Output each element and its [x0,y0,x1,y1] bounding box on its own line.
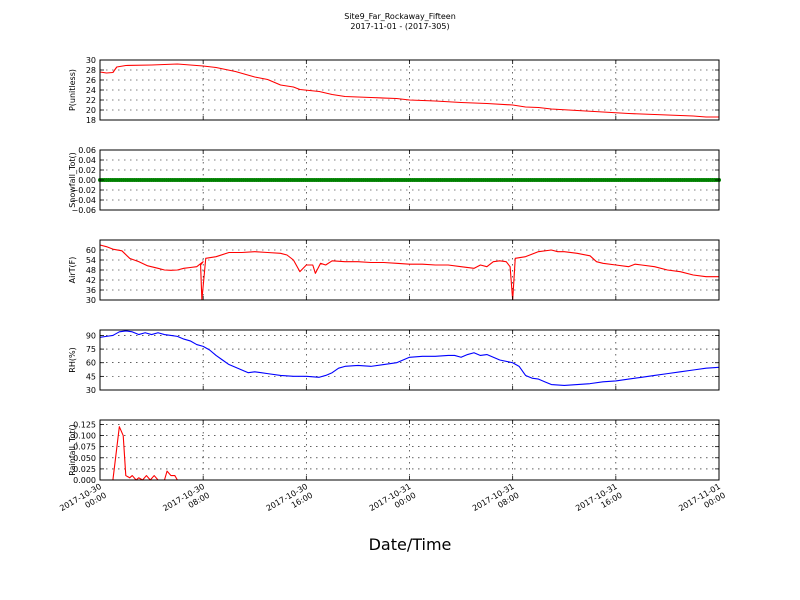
panel-1-ytick-label-5: 28 [86,66,96,75]
panel-4-ytick-label-2: 60 [86,359,96,368]
panel-4-ytick-label-1: 45 [86,372,96,381]
panel-2-ytick-label-5: 0.04 [78,156,96,165]
panel-3-ytick-label-3: 48 [86,266,96,275]
panel-2: −0.06−0.04−0.020.000.020.040.06Snowfall_… [68,146,721,215]
panel-2-ytick-label-4: 0.02 [78,166,96,175]
panel-2-ytick-label-6: 0.06 [78,146,96,155]
panel-3-ytick-label-4: 54 [86,256,96,265]
panel-3-series-line [99,244,719,301]
panel-2-ytick-label-0: −0.06 [71,206,96,215]
panel-3-ytick-label-1: 36 [86,286,96,295]
panel-5-ytick-label-2: 0.050 [73,454,96,463]
panel-2-ylabel: Snowfall_Tot() [68,152,77,208]
panel-1-ytick-label-0: 18 [86,116,96,125]
panel-2-ytick-label-3: 0.00 [78,176,96,185]
panel-4-series-line [99,330,720,386]
panel-1-ytick-label-1: 20 [86,106,96,115]
panel-3-ytick-label-2: 42 [86,276,96,285]
panel-4-ytick-label-0: 30 [86,386,96,395]
panel-5-ytick-label-3: 0.075 [73,443,96,452]
panel-1-ytick-label-4: 26 [86,76,96,85]
panel-1-ylabel: P(unitless) [68,69,77,111]
panel-4-ytick-label-3: 75 [86,345,96,354]
panel-5: 0.000 0.025 0.050 0.075 0.100 0.125Rainfall_T… [68,419,720,485]
x-axis-label: Date/Time [369,535,452,554]
panel-4: 30 45 60 75 90 RH(%) [68,329,720,395]
panel-5-ylabel: Rainfall_Tot() [68,424,77,476]
panel-3-ylabel: AirT(F) [68,257,77,284]
panel-4-ylabel: RH(%) [68,347,77,372]
figure-title-line-2: 2017-11-01 - (2017-305) [350,22,449,31]
panel-1-ytick-label-3: 24 [86,86,96,95]
panel-3-ytick-label-0: 30 [86,296,96,305]
panel-4-ytick-label-4: 90 [86,331,96,340]
panel-2-ytick-label-2: −0.02 [71,186,96,195]
panel-5-ytick-label-5: 0.125 [73,420,96,429]
panel-5-series-line [100,426,719,481]
panel-3-ytick-label-5: 60 [86,246,96,255]
panel-1-series-line [99,63,719,118]
panel-1-ytick-label-2: 22 [86,96,96,105]
panel-5-ytick-label-1: 0.025 [73,465,96,474]
panel-2-ytick-label-1: −0.04 [71,196,96,205]
panel-5-ytick-label-0: 0.000 [73,476,96,485]
panel-1-ytick-label-6: 30 [86,56,96,65]
figure-title-line-1: Site9_Far_Rockaway_Fifteen [344,12,456,21]
panel-5-ytick-label-4: 0.100 [73,432,96,441]
